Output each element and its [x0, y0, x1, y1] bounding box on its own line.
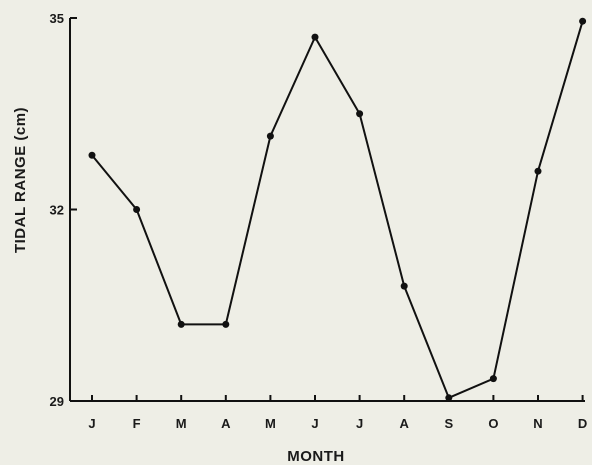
x-tick-label-6: J — [311, 416, 318, 431]
data-marks — [88, 17, 587, 402]
x-tick-label-1: J — [88, 416, 95, 431]
data-point-7 — [356, 110, 364, 118]
x-tick-label-5: M — [265, 416, 276, 431]
y-tick-label-32: 32 — [50, 203, 64, 218]
data-point-6 — [311, 33, 319, 41]
x-tick-label-12: D — [578, 416, 587, 431]
data-point-12 — [579, 17, 587, 25]
x-tick-label-11: N — [533, 416, 542, 431]
axes: 29 32 35 J F M A M J J A S O N D — [50, 11, 588, 431]
data-point-5 — [266, 132, 274, 140]
x-tick-label-3: M — [176, 416, 187, 431]
y-axis-title: TIDAL RANGE (cm) — [12, 107, 29, 253]
x-tick-label-2: F — [133, 416, 141, 431]
x-tick-label-7: J — [356, 416, 363, 431]
data-point-10 — [489, 375, 497, 383]
x-tick-label-10: O — [488, 416, 498, 431]
data-point-8 — [400, 282, 408, 290]
data-point-1 — [88, 151, 96, 159]
data-point-2 — [133, 206, 141, 213]
x-tick-label-4: A — [221, 416, 231, 431]
data-point-11 — [534, 167, 542, 175]
data-point-3 — [177, 320, 185, 328]
y-tick-label-35: 35 — [50, 11, 64, 26]
x-axis-title: MONTH — [287, 448, 345, 465]
x-tick-label-9: S — [444, 416, 453, 431]
series-line-1 — [91, 20, 584, 399]
data-point-4 — [222, 320, 230, 328]
x-tick-label-8: A — [400, 416, 410, 431]
data-point-9 — [445, 394, 453, 402]
y-tick-label-29: 29 — [50, 394, 64, 409]
